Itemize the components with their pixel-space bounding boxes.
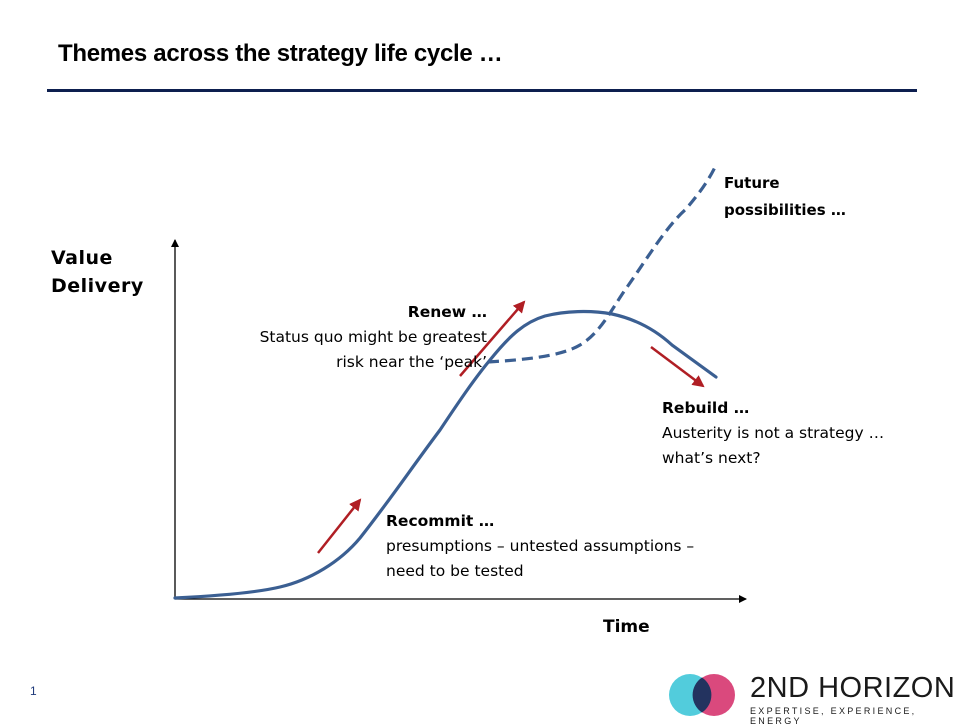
- renew-text-line1: Status quo might be greatest: [259, 328, 487, 346]
- renew-arrow: [459, 300, 526, 377]
- company-wordmark: 2ND HORIZON EXPERTISE, EXPERIENCE, ENERG…: [750, 672, 960, 726]
- life-cycle-curve: [173, 309, 718, 600]
- company-logo-icon: [669, 674, 735, 716]
- rebuild-heading: Rebuild …: [662, 399, 750, 417]
- renew-annotation: Renew … Status quo might be greatest ris…: [260, 300, 487, 375]
- title-divider: [47, 89, 917, 92]
- renew-text-line2: risk near the ‘peak’: [336, 353, 487, 371]
- future-possibilities-label: Future possibilities …: [724, 174, 846, 219]
- future-possibilities-curve: [487, 164, 718, 364]
- x-axis-label: Time: [603, 617, 650, 637]
- recommit-text-line2: need to be tested: [386, 562, 524, 580]
- recommit-heading: Recommit …: [386, 512, 495, 530]
- company-name: 2ND HORIZON: [750, 672, 956, 704]
- recommit-text-line1: presumptions – untested assumptions –: [386, 537, 695, 555]
- page-number: 1: [30, 684, 37, 698]
- slide-title: Themes across the strategy life cycle …: [58, 40, 503, 67]
- renew-heading: Renew …: [407, 303, 487, 321]
- recommit-annotation: Recommit … presumptions – untested assum…: [386, 509, 694, 584]
- rebuild-text-line2: what’s next?: [662, 449, 761, 467]
- rebuild-annotation: Rebuild … Austerity is not a strategy … …: [662, 396, 884, 471]
- company-tagline: EXPERTISE, EXPERIENCE, ENERGY: [750, 706, 917, 726]
- recommit-arrow: [317, 498, 362, 554]
- rebuild-arrow: [650, 346, 705, 388]
- rebuild-text-line1: Austerity is not a strategy …: [662, 424, 885, 442]
- y-axis-label: Value Delivery: [51, 247, 144, 297]
